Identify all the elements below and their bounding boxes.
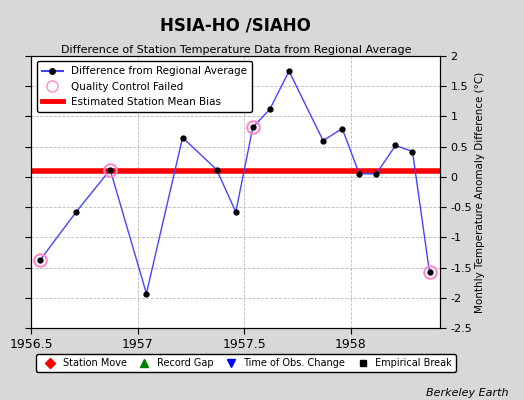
Text: HSIA-HO /SIAHO: HSIA-HO /SIAHO bbox=[160, 16, 311, 34]
Legend: Station Move, Record Gap, Time of Obs. Change, Empirical Break: Station Move, Record Gap, Time of Obs. C… bbox=[36, 354, 456, 372]
Text: Berkeley Earth: Berkeley Earth bbox=[426, 388, 508, 398]
Title: Difference of Station Temperature Data from Regional Average: Difference of Station Temperature Data f… bbox=[61, 45, 411, 55]
Y-axis label: Monthly Temperature Anomaly Difference (°C): Monthly Temperature Anomaly Difference (… bbox=[475, 71, 485, 313]
